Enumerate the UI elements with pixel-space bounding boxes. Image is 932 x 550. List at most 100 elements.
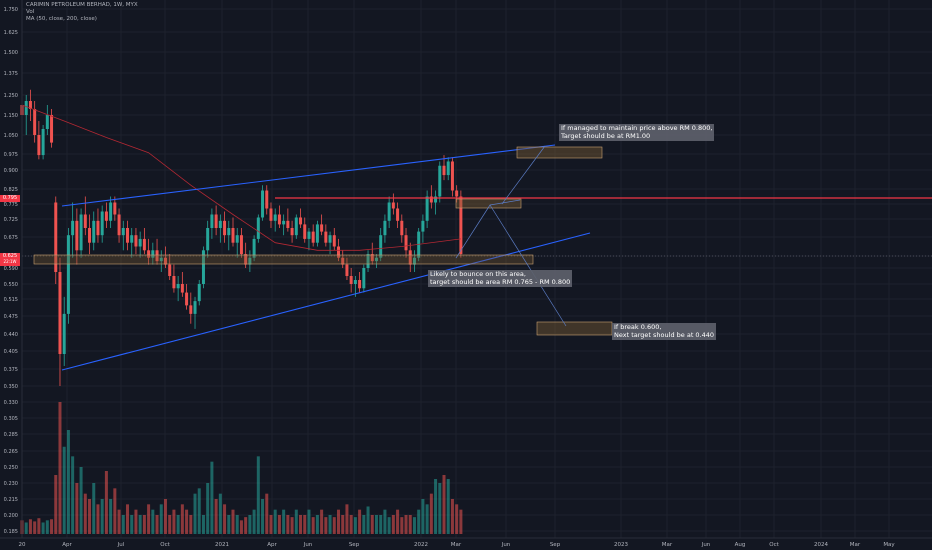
candle-body [117,214,121,236]
y-tick-label: 1.750 [4,7,18,13]
candle-body [62,313,66,354]
projection-path [455,199,521,259]
volume-bar [126,504,129,534]
y-tick-label: 1.500 [4,50,18,56]
y-tick-label: 0.725 [4,217,18,223]
volume-bar [417,509,421,534]
x-axis-labels: 20 Apr Jul Oct 2021 Apr Jun Sep 2022 Mar Jun Sep 202… [0,537,932,548]
candle-body [404,235,408,251]
candle-body [172,276,176,289]
projection-up-line [501,145,546,205]
candle-body [265,190,269,209]
x-tick-label: Mar [451,542,462,548]
candle-body [421,220,425,232]
y-tick-label: 0.900 [4,168,18,174]
x-tick-label: 2024 [814,542,828,548]
lower-channel-line [61,232,591,371]
volume-bar [379,515,383,534]
volume-bar [362,515,366,534]
volume-bar [151,509,155,534]
volume-bar [58,402,62,534]
volume-bar [353,517,357,534]
candle-body [446,161,450,176]
candle-body [273,214,277,221]
ma-line-group [21,104,461,251]
candle-body [328,235,332,243]
volume-bar [37,518,41,534]
volume-bar [455,504,459,534]
volume-bar [201,515,205,534]
candle-body [193,301,197,314]
volume-bar [113,488,117,534]
candle-body [366,254,370,268]
volume-bar [83,493,87,534]
candle-body [83,214,87,228]
volume-bar [172,509,176,534]
volume-bar [391,515,395,534]
volume-bar [88,499,92,534]
volume-bar [311,517,315,534]
candle-body [396,208,400,221]
candle-body [185,292,189,306]
x-tick-label: Jun [501,542,511,548]
y-tick-label: 1.250 [4,93,18,99]
candle-body [307,231,311,239]
x-tick-label: Aug [735,542,746,548]
candle-body [189,305,193,314]
candle-body [45,115,49,129]
candle-body [286,220,290,228]
volume-bar [235,515,239,534]
candle-body [109,202,113,221]
volume-bar [429,493,433,534]
volume-bar [109,499,113,534]
candle-body [100,211,104,236]
x-tick-label: Sep [349,542,360,548]
candle-body [290,228,294,236]
volume-bar [383,509,387,534]
volume-bar [341,515,345,534]
candles [20,86,463,386]
candle-body [138,238,142,247]
candle-body [434,196,438,203]
candle-body [197,284,201,302]
volume-bar [252,509,256,534]
candle-body [337,246,340,258]
volume-bar [374,515,378,534]
candle-body [349,276,353,284]
volume-bar [332,517,336,534]
candle-body [450,161,454,191]
volume-bar [142,515,146,534]
candle-body [121,228,125,236]
y-tick-label: 0.825 [4,187,18,193]
y-tick-label: 0.330 [4,400,18,406]
volume-bar [121,515,125,534]
volume-bar [163,499,167,534]
candle-body [374,257,378,262]
candle-body [299,217,303,225]
volume-bar [180,504,184,534]
candle-body [252,238,256,258]
candle-body [28,101,32,109]
volume-bar [159,504,163,534]
y-tick-label: 0.515 [4,297,18,303]
volume-bar [24,522,28,534]
volume-bar [273,509,277,534]
candle-body [66,235,70,314]
candle-body [176,284,180,289]
projection-down-line [489,204,567,327]
candle-body [79,214,83,251]
y-tick-label: 0.405 [4,349,18,355]
support-zone [33,254,534,265]
y-tick-label: 0.625 [4,254,18,260]
y-tick-label: 0.250 [4,465,18,471]
candle-body [353,280,357,284]
candle-body [429,196,433,203]
ma-line [21,104,461,251]
candle-body [206,228,210,251]
volume-bar [307,509,311,534]
y-tick-label: 0.675 [4,235,18,241]
candle-body [383,220,387,236]
candle-body [134,235,138,247]
candle-body [231,228,235,243]
